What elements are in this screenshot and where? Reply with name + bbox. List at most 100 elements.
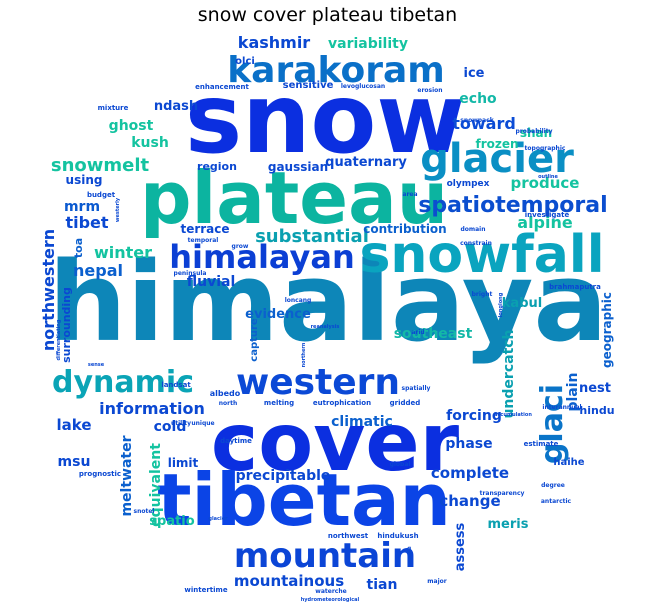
word-ndash: ndash [154,99,198,114]
word-interannual: interannual [542,404,581,411]
word-evidence: evidence [245,307,311,322]
word-temporal: temporal [188,237,219,244]
word-surrounding: surrounding [60,287,73,363]
word-transparency: transparency [480,490,525,497]
word-sense: sense [88,362,105,368]
word-lake: lake [56,416,91,434]
word-tibetan: tibetan [157,458,451,542]
word-dynamic: dynamic [52,365,194,400]
word-limit: limit [168,456,199,470]
word-eutrophication: eutrophication [313,399,371,407]
word-topographic: topographic [525,145,566,152]
word-toward: toward [452,114,516,133]
word-substantial: substantial [255,226,369,247]
word-forcing: forcing [446,408,502,424]
word-alpine: alpine [517,213,573,232]
word-cause: cause [406,546,413,566]
word-using: using [66,173,103,187]
word-nepal: nepal [73,261,123,280]
word-hindukush: hindukush [377,532,418,540]
word-accumulation: accumulation [494,412,532,418]
word-spatiotemporal: spatiotemporal [418,193,607,218]
word-variability: variability [328,36,408,52]
word-degree: degree [541,482,565,489]
word-waterche: waterche [315,588,346,595]
word-levoglucosan: levoglucosan [341,83,385,90]
word-olci: olci [235,56,255,67]
word-probability: probability [516,128,553,135]
word-karakoram: karakoram [227,50,445,91]
word-kabul: kabul [502,296,542,311]
word-peninsula: peninsula [174,270,207,277]
word-melting: melting [264,399,294,407]
word-capture: capture [249,318,260,362]
word-north: north [219,400,238,407]
word-glaci: glaci [535,384,570,464]
word-major: major [427,578,446,585]
word-enhancement: enhancement [195,83,249,91]
word-investigate: investigate [525,211,570,219]
word-snotel: snotel [134,508,155,515]
word-fluvial: fluvial [187,274,236,290]
word-domain: domain [460,226,485,233]
word-hindu: hindu [579,404,614,417]
word-himalayan: himalayan [169,238,355,276]
word-nest: nest [579,381,611,396]
word-himalaya: himalaya [48,238,607,366]
word-geographic: geographic [600,292,614,368]
word-grow: grow [232,243,249,250]
word-spatially: spatially [402,385,431,392]
word-tibet: tibet [65,213,108,232]
word-plateau: plateau [140,156,448,240]
word-western: western [236,362,400,403]
word-snow: snow [185,63,465,175]
word-mountainous: mountainous [234,572,344,590]
word-ice: ice [464,66,485,81]
word-produce: produce [511,174,580,192]
word-landsat: landsat [161,381,191,389]
word-sensitive: sensitive [283,80,334,91]
word-ghost: ghost [109,118,154,134]
word-toa: toa [72,238,85,258]
word-hydrometeorological: hydrometeorological [301,597,360,603]
word-tian: tian [367,577,398,593]
word-utility: utility [171,420,191,427]
word-gridded: gridded [390,399,421,407]
word-snowfall: snowfall [359,225,604,285]
word-meltwater: meltwater [119,435,135,516]
word-meris: meris [488,517,529,532]
word-change: change [439,492,500,510]
word-wintertime: wintertime [184,586,227,594]
word-climatic: climatic [331,414,393,430]
word-arid: arid [411,329,424,336]
word-terrace: terrace [180,222,229,236]
word-complete: complete [431,464,509,482]
word-northwestern: northwestern [39,229,58,351]
word-albedo: albedo [210,389,241,398]
word-haihe: haihe [553,457,584,468]
word-prognostic: prognostic [79,470,121,478]
word-erosion: erosion [417,87,442,94]
word-longlong: longlong [498,292,504,317]
word-bright: bright [472,291,493,298]
word-budget: budget [87,191,116,199]
word-undercatch: undercatch [501,329,517,418]
word-brahmaputra: brahmaputra [549,283,601,291]
word-msu: msu [58,454,91,470]
word-spatio: spatio [149,514,194,529]
word-equivalent: equivalent [148,443,164,527]
word-mixture: mixture [98,104,129,112]
word-constrain: constrain [460,240,492,247]
word-frozen: frozen [475,137,518,151]
word-shan: shan [520,126,552,140]
word-estimate: estimate [524,440,559,448]
word-antarctic: antarctic [541,498,572,505]
word-olympex: olympex [447,179,490,189]
word-westerly: westerly [115,197,121,222]
word-information: information [99,399,205,418]
word-region: region [197,160,237,173]
word-daytime: daytime [220,437,252,445]
word-kashmir: kashmir [238,33,311,52]
word-glacier: glacier [208,516,228,522]
